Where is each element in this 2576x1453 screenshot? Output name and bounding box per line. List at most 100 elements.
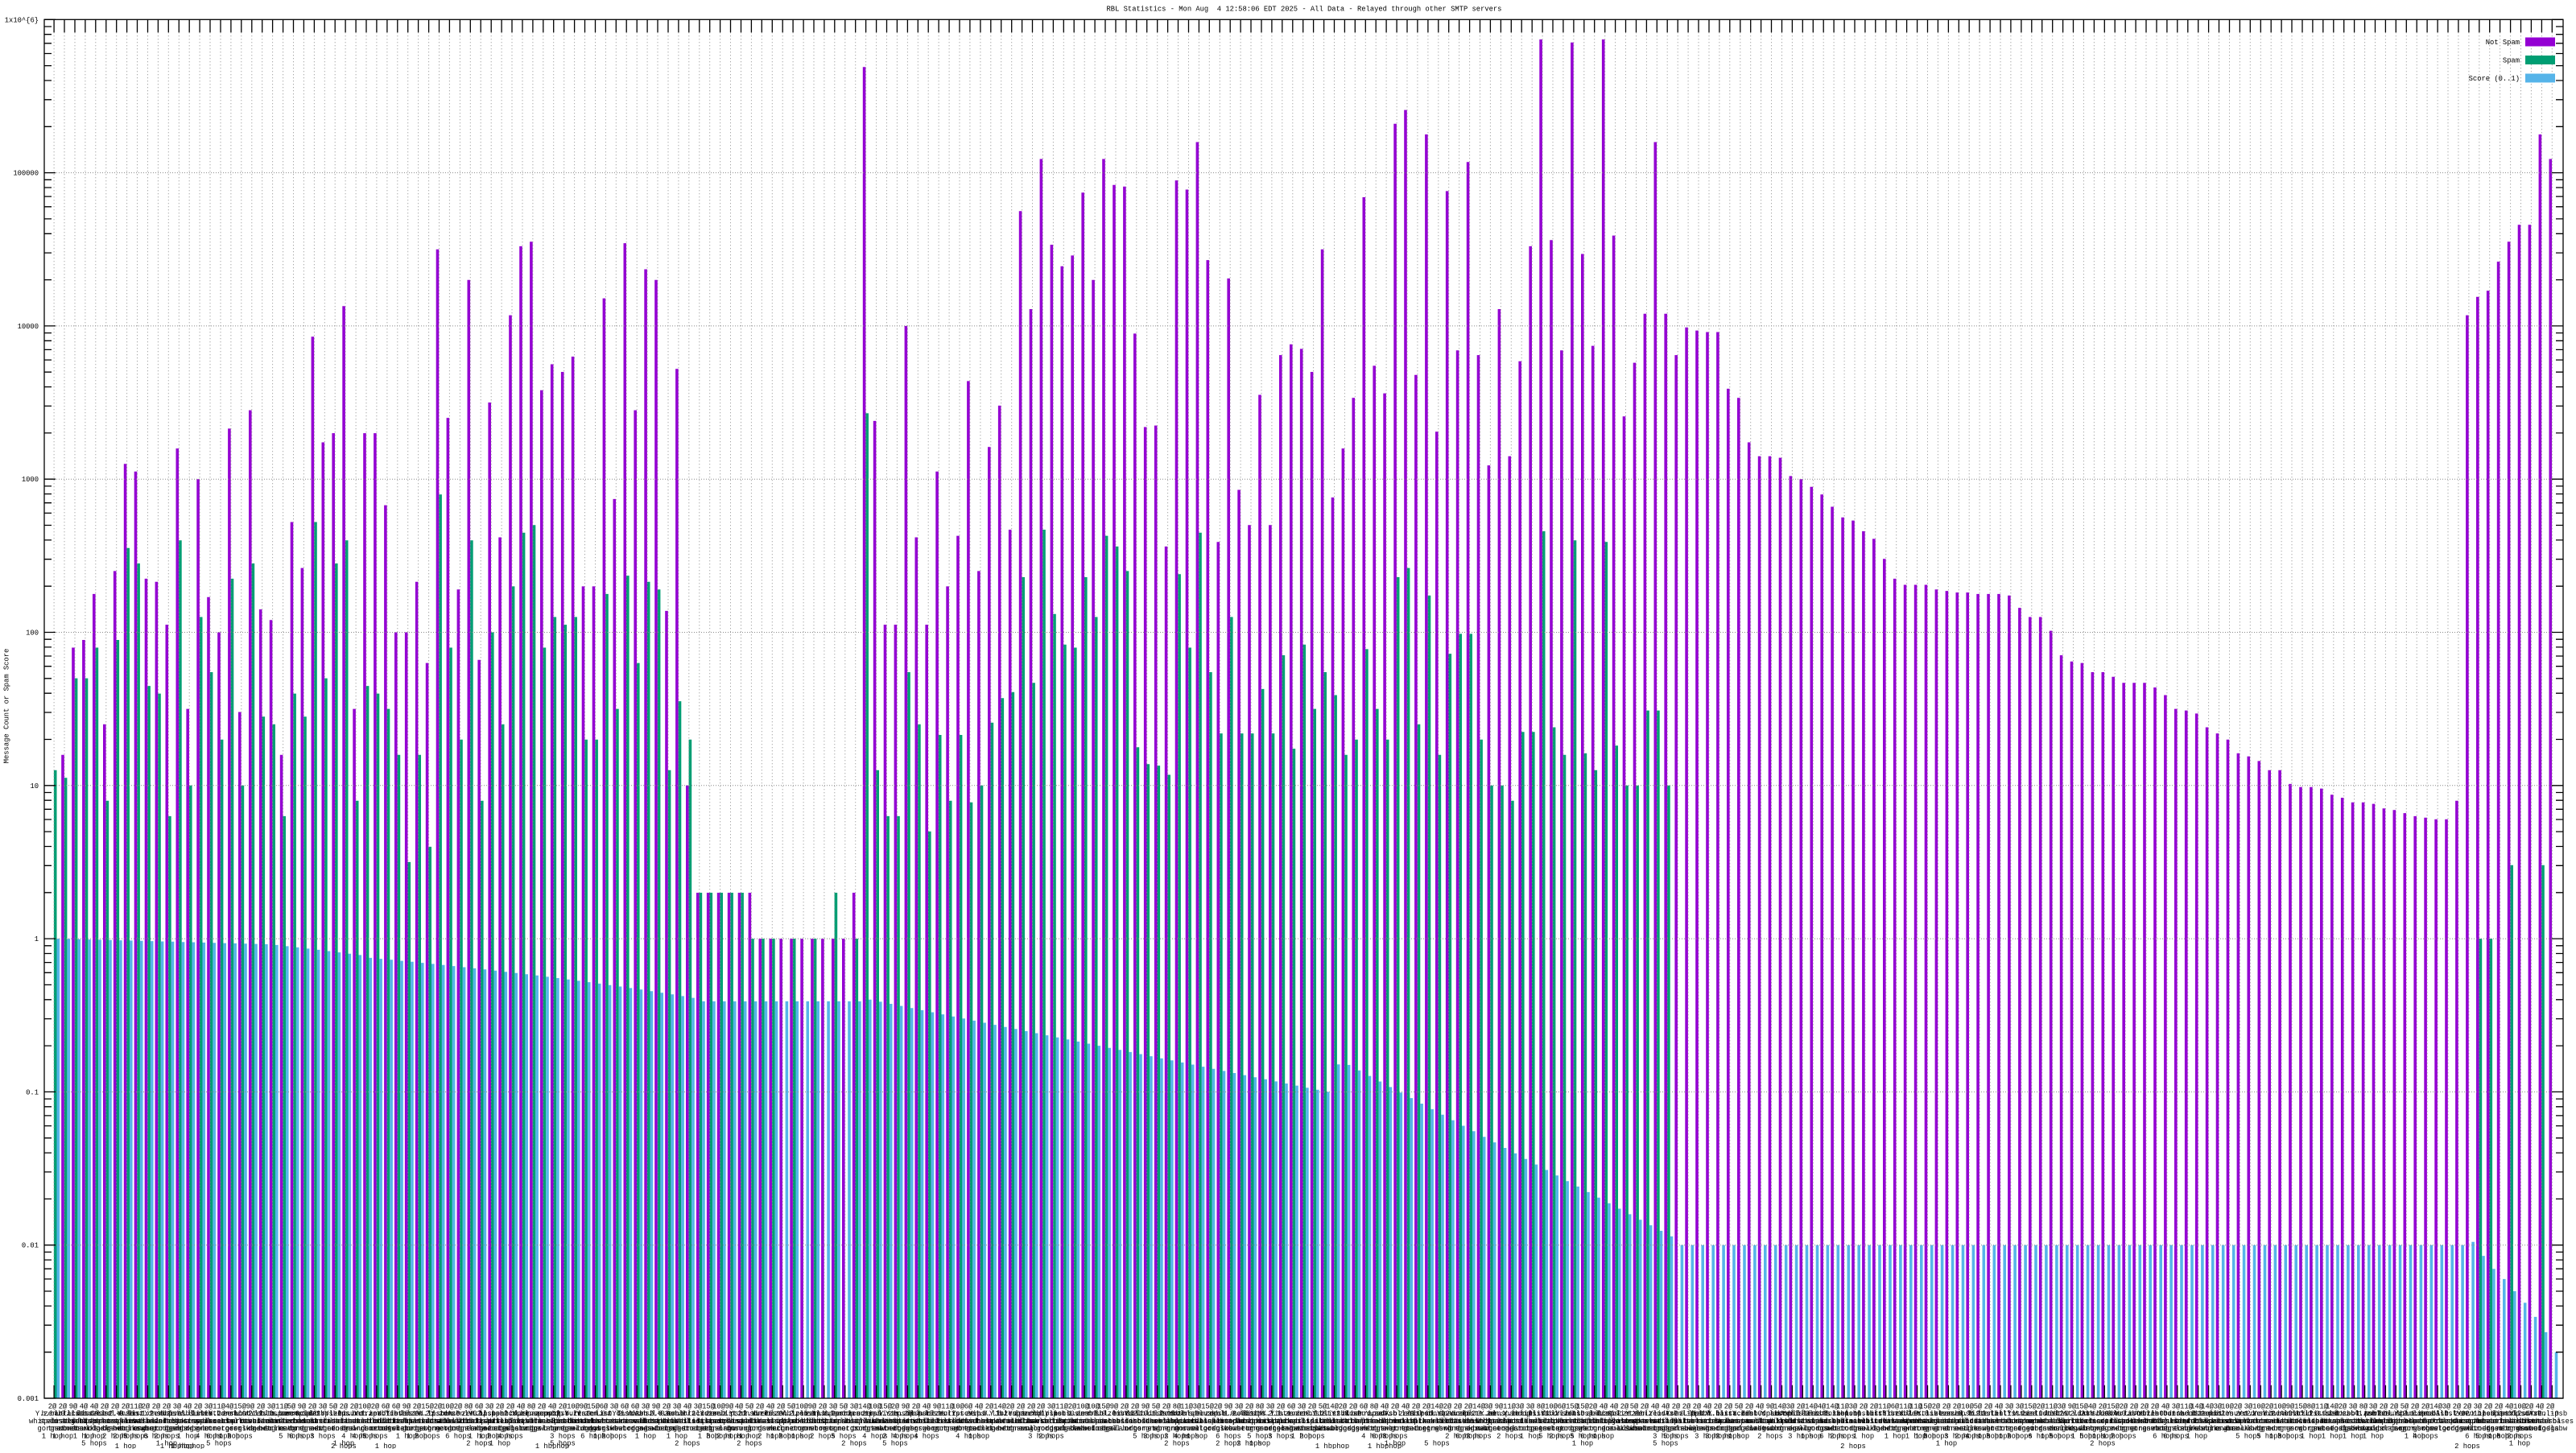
svg-text:mailspikebl: mailspikebl [1653, 1418, 1699, 1426]
svg-text:wbrgne: wbrgne [2413, 1425, 2438, 1433]
svg-text:lidslisdtl: lidslisdtl [458, 1418, 501, 1426]
svg-text:4@: 4@ [735, 1403, 744, 1411]
svg-text:.dAsb.l-0: .dAsb.l-0 [2125, 1410, 2164, 1418]
svg-text:slidtidbsl: slidtidbsl [375, 1418, 418, 1426]
svg-text:2@: 2@ [163, 1403, 171, 1411]
svg-text:zen.1psb: zen.1psb [1940, 1410, 1974, 1418]
svg-text:netgne: netgne [113, 1425, 138, 1433]
svg-text:ips.Y.b.: ips.Y.b. [952, 1410, 985, 1418]
svg-text:5 hops: 5 hops [2079, 1432, 2105, 1440]
svg-text:1x10^{6}: 1x10^{6} [5, 16, 39, 24]
svg-text:orgor: orgor [521, 1425, 542, 1433]
svg-text:list.dnsb: list.dnsb [1802, 1410, 1841, 1418]
svg-text:spamhauslis: spamhauslis [1777, 1418, 1824, 1426]
svg-text:9@: 9@ [69, 1403, 78, 1411]
svg-text:4 hops: 4 hops [352, 1432, 378, 1440]
svg-text:3 hops: 3 hops [2277, 1432, 2303, 1440]
svg-text:slidtidbsl: slidtidbsl [1572, 1418, 1615, 1426]
svg-text:tnetnet: tnetnet [1381, 1425, 1410, 1433]
svg-text:2 hops: 2 hops [102, 1432, 128, 1440]
svg-text:6 hops: 6 hops [2163, 1432, 2189, 1440]
svg-text:2@: 2@ [434, 1403, 443, 1411]
svg-text:2@: 2@ [985, 1403, 994, 1411]
svg-text:swbetodgs: swbetodgs [2313, 1425, 2351, 1433]
svg-text:spamcoplis: spamcoplis [2446, 1418, 2489, 1426]
svg-text:gorgswb: gorgswb [1558, 1425, 1587, 1433]
svg-text:orgor: orgor [2394, 1425, 2415, 1433]
svg-text:3@: 3@ [2058, 1403, 2066, 1411]
svg-text:2.Y.zen.: 2.Y.zen. [150, 1410, 184, 1418]
svg-text:3 hops: 3 hops [1653, 1432, 1678, 1440]
svg-text:swbetodgs: swbetodgs [1823, 1425, 1862, 1433]
svg-text:2 hops: 2 hops [487, 1432, 513, 1440]
svg-text:4@: 4@ [1600, 1403, 1608, 1411]
svg-text:sulkswbr: sulkswbr [2055, 1425, 2089, 1433]
svg-text:lbl.lists: lbl.lists [1511, 1410, 1550, 1418]
svg-text:barracudace: barracudace [612, 1418, 658, 1426]
svg-text:cometor: cometor [2421, 1425, 2451, 1433]
svg-text:whitelisted: whitelisted [914, 1418, 960, 1426]
svg-text:dnswul: dnswul [1008, 1425, 1034, 1433]
svg-text:slidtidbsl: slidtidbsl [1957, 1418, 2000, 1426]
svg-text:torgne: torgne [2267, 1425, 2293, 1433]
svg-text:10@: 10@ [952, 1403, 965, 1411]
svg-text:zen.Y.: zen.Y. [706, 1410, 732, 1418]
svg-text:uceprotect: uceprotect [2415, 1418, 2458, 1426]
svg-text:2 hops: 2 hops [841, 1440, 867, 1448]
svg-text:Y.listen.: Y.listen. [179, 1410, 217, 1418]
svg-text:dnsbljustsp: dnsbljustsp [154, 1418, 200, 1426]
svg-text:2 hops: 2 hops [1715, 1432, 1741, 1440]
svg-text:2@: 2@ [2380, 1403, 2388, 1411]
svg-text:sbl.zsbl: sbl.zsbl [1191, 1410, 1224, 1418]
svg-text:swbetodgs: swbetodgs [668, 1425, 707, 1433]
svg-text:zen.Y.: zen.Y. [2454, 1410, 2480, 1418]
svg-text:2@: 2@ [2130, 1403, 2139, 1411]
svg-text:lidslisdtl: lidslisdtl [865, 1418, 907, 1426]
svg-text:odgslabw: odgslabw [1055, 1425, 1090, 1433]
svg-text:b.barracud: b.barracud [667, 1410, 709, 1418]
svg-text:10@: 10@ [712, 1403, 726, 1411]
svg-text:2.Y.zen.: 2.Y.zen. [1441, 1410, 1475, 1418]
svg-text:2@: 2@ [2525, 1403, 2534, 1411]
svg-text:lidslisdtl: lidslisdtl [552, 1418, 595, 1426]
svg-text:4@: 4@ [1381, 1403, 1389, 1411]
svg-text:2 hops: 2 hops [810, 1432, 836, 1440]
svg-text:0.listY.: 0.listY. [2201, 1410, 2235, 1418]
svg-text:abuseatcbl: abuseatcbl [2332, 1418, 2375, 1426]
svg-text:tnetnet: tnetnet [1298, 1425, 1327, 1433]
svg-text:11@: 11@ [941, 1403, 955, 1411]
svg-text:15@: 15@ [587, 1403, 601, 1411]
svg-text:1 hop: 1 hop [1978, 1432, 1999, 1440]
svg-text:1 hop: 1 hop [1187, 1432, 1208, 1440]
svg-text:sorbsdnsbl: sorbsdnsbl [333, 1418, 376, 1426]
svg-text:Y.listen.: Y.listen. [939, 1410, 977, 1418]
svg-text:0.listY.: 0.listY. [1680, 1410, 1714, 1418]
svg-text:1 hop: 1 hop [2041, 1432, 2062, 1440]
svg-text:barracudace: barracudace [1684, 1418, 1731, 1426]
svg-text:spamcoplis: spamcoplis [1228, 1418, 1271, 1426]
svg-text:dnsbljustsp: dnsbljustsp [50, 1418, 97, 1426]
svg-text:2@: 2@ [538, 1403, 547, 1411]
svg-text:8@: 8@ [1173, 1403, 1182, 1411]
svg-text:orgsor: orgsor [1496, 1425, 1522, 1433]
svg-text:gorgswb: gorgswb [1422, 1425, 1452, 1433]
svg-text:10: 10 [30, 782, 39, 790]
svg-text:1 hop: 1 hop [396, 1432, 417, 1440]
svg-text:1 hop: 1 hop [1853, 1432, 1874, 1440]
svg-text:Y.listen.: Y.listen. [419, 1410, 457, 1418]
svg-text:15@: 15@ [233, 1403, 247, 1411]
svg-text:wbrgne: wbrgne [1445, 1425, 1471, 1433]
svg-text:list.dnsb: list.dnsb [720, 1410, 758, 1418]
svg-text:sulkswbr: sulkswbr [2180, 1425, 2214, 1433]
svg-text:5 hops: 5 hops [1653, 1440, 1678, 1448]
svg-text:Y.listen.: Y.listen. [377, 1410, 415, 1418]
svg-text:2@: 2@ [2390, 1403, 2399, 1411]
svg-text:5 hops: 5 hops [1663, 1432, 1689, 1440]
svg-text:Y.zen.0.: Y.zen.0. [1899, 1410, 1933, 1418]
svg-text:sulkswbr: sulkswbr [1857, 1425, 1891, 1433]
svg-text:2.Y.zen.: 2.Y.zen. [691, 1410, 725, 1418]
svg-text:Y.listen.: Y.listen. [1261, 1410, 1300, 1418]
svg-text:sulkswbr: sulkswbr [1608, 1425, 1641, 1433]
svg-text:barracudace: barracudace [1112, 1418, 1158, 1426]
svg-text:swl.odgs: swl.odgs [567, 1425, 601, 1433]
